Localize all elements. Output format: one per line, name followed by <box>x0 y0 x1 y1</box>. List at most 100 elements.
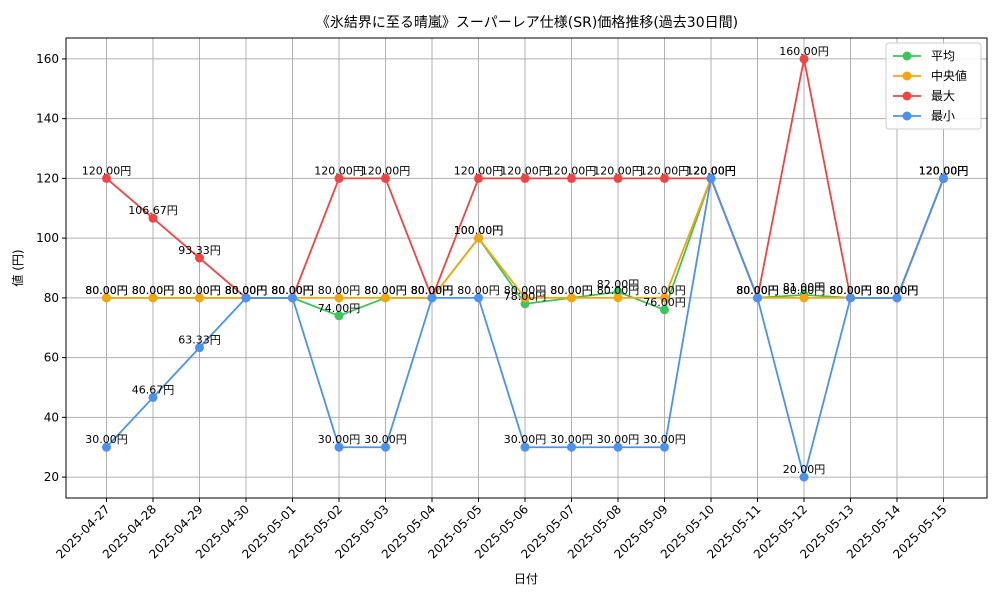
data-label: 120.00円 <box>593 164 643 177</box>
data-label: 76.00円 <box>643 296 686 309</box>
data-label: 80.00円 <box>736 284 779 297</box>
data-label: 80.00円 <box>411 284 454 297</box>
data-label: 80.00円 <box>829 284 872 297</box>
data-label: 63.33円 <box>178 334 221 347</box>
legend-label: 平均 <box>931 49 955 63</box>
data-point <box>799 293 809 303</box>
data-label: 106.67円 <box>128 204 178 217</box>
data-label: 120.00円 <box>640 164 690 177</box>
data-label: 120.00円 <box>82 164 132 177</box>
data-point <box>660 305 669 315</box>
data-point <box>567 173 576 183</box>
data-point <box>753 293 762 303</box>
data-label: 80.00円 <box>829 284 872 297</box>
data-point <box>613 293 623 303</box>
data-label: 80.00円 <box>783 284 826 297</box>
data-point <box>846 293 855 303</box>
y-tick-label: 20 <box>44 470 59 484</box>
data-label: 100.00円 <box>454 224 504 237</box>
data-label-layer: 80.00円 80.00円 80.00円 80.00円 80.00円74.00円80.0… <box>82 45 969 476</box>
data-label: 80.00円 <box>504 284 547 297</box>
y-axis-title: 値 (円) <box>10 249 25 286</box>
data-point <box>613 442 623 452</box>
legend-swatch-marker <box>902 111 912 121</box>
data-label: 120.00円 <box>314 164 364 177</box>
data-label: 81.00円 <box>783 281 826 294</box>
grid-layer <box>66 38 987 498</box>
data-point <box>520 442 530 452</box>
data-label: 80.00円 <box>829 284 872 297</box>
data-label: 30.00円 <box>318 433 361 446</box>
data-label: 30.00円 <box>550 433 593 446</box>
data-point <box>195 343 204 353</box>
data-point <box>148 392 158 402</box>
legend-swatch-marker <box>902 51 912 61</box>
data-point <box>334 173 344 183</box>
y-tick-label: 100 <box>36 231 59 245</box>
data-label: 80.00円 <box>318 284 361 297</box>
data-label: 120.00円 <box>500 164 550 177</box>
data-point <box>520 293 530 303</box>
y-tick-label: 120 <box>36 171 59 185</box>
data-label: 46.67円 <box>132 383 175 396</box>
data-label: 80.00円 <box>829 284 872 297</box>
data-point <box>381 173 390 183</box>
legend-swatch-marker <box>902 91 912 101</box>
data-label: 120.00円 <box>686 164 736 177</box>
data-label: 80.00円 <box>876 284 919 297</box>
legend-label: 最小 <box>931 109 955 123</box>
data-label: 30.00円 <box>597 433 640 446</box>
data-point <box>474 293 483 303</box>
data-label: 80.00円 <box>597 284 640 297</box>
data-label: 80.00円 <box>736 284 779 297</box>
data-label: 20.00円 <box>783 463 826 476</box>
legend-label: 中央値 <box>931 68 967 83</box>
data-label: 120.00円 <box>686 164 736 177</box>
data-label: 80.00円 <box>411 284 454 297</box>
y-tick-label: 160 <box>36 52 59 66</box>
data-point <box>427 293 437 303</box>
data-point <box>706 173 716 183</box>
data-label: 80.00円 <box>178 284 221 297</box>
data-label: 80.00円 <box>643 284 686 297</box>
data-label: 80.00円 <box>225 284 268 297</box>
data-point <box>334 311 344 321</box>
data-point <box>660 293 669 303</box>
legend-swatch-marker <box>902 71 912 81</box>
data-point <box>148 293 158 303</box>
data-label: 80.00円 <box>225 284 268 297</box>
data-label: 120.00円 <box>361 164 411 177</box>
data-label: 82.00円 <box>597 278 640 291</box>
data-point <box>381 293 390 303</box>
data-label: 30.00円 <box>504 433 547 446</box>
y-tick-label: 140 <box>36 112 59 126</box>
data-point <box>567 442 576 452</box>
data-point <box>474 233 483 243</box>
data-label: 120.00円 <box>454 164 504 177</box>
data-point <box>334 442 344 452</box>
data-label: 93.33円 <box>178 244 221 257</box>
data-point <box>567 293 576 303</box>
data-label: 74.00円 <box>318 302 361 315</box>
data-label: 80.00円 <box>364 284 407 297</box>
data-label: 120.00円 <box>919 164 969 177</box>
data-point <box>660 442 669 452</box>
legend-label: 最大 <box>931 89 955 103</box>
data-label: 80.00円 <box>736 284 779 297</box>
data-label: 80.00円 <box>225 284 268 297</box>
data-point <box>102 442 111 452</box>
x-axis-title: 日付 <box>514 572 538 586</box>
data-label: 80.00円 <box>411 284 454 297</box>
data-label: 30.00円 <box>364 433 407 446</box>
data-label: 80.00円 <box>876 284 919 297</box>
data-point <box>892 293 902 303</box>
data-label: 120.00円 <box>919 164 969 177</box>
data-label: 80.00円 <box>271 284 314 297</box>
data-label: 120.00円 <box>686 164 736 177</box>
data-point <box>288 293 297 303</box>
data-label: 30.00円 <box>85 433 128 446</box>
data-label: 80.00円 <box>876 284 919 297</box>
data-label: 78.00円 <box>504 290 547 303</box>
y-tick-label: 40 <box>44 410 59 424</box>
